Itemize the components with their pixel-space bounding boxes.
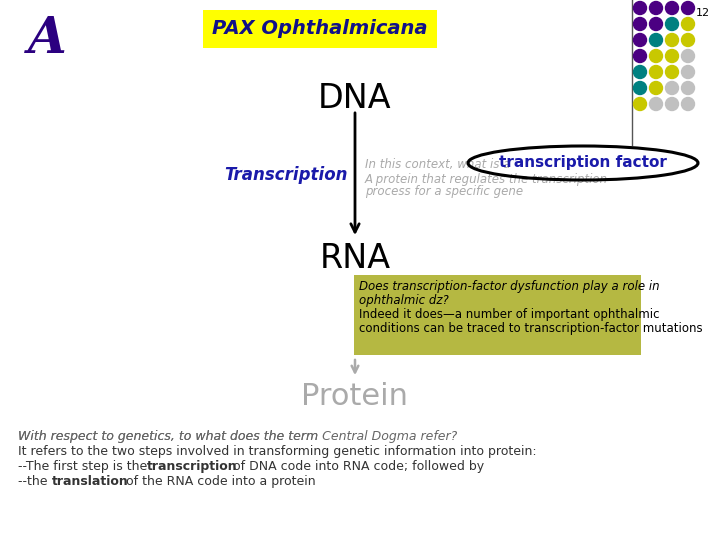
- Circle shape: [682, 33, 695, 46]
- Circle shape: [634, 50, 647, 63]
- Circle shape: [682, 98, 695, 111]
- Circle shape: [649, 65, 662, 78]
- Circle shape: [665, 17, 678, 30]
- Circle shape: [682, 17, 695, 30]
- Circle shape: [649, 33, 662, 46]
- Text: Protein: Protein: [302, 382, 408, 411]
- Circle shape: [682, 50, 695, 63]
- Circle shape: [665, 65, 678, 78]
- Circle shape: [682, 2, 695, 15]
- Circle shape: [634, 2, 647, 15]
- Text: process for a specific gene: process for a specific gene: [365, 185, 523, 198]
- Circle shape: [634, 82, 647, 94]
- Text: RNA: RNA: [320, 242, 390, 275]
- Text: 12: 12: [696, 8, 710, 18]
- Circle shape: [682, 65, 695, 78]
- Text: With respect to genetics, to what does the term: With respect to genetics, to what does t…: [18, 430, 322, 443]
- Text: --the: --the: [18, 475, 55, 488]
- Text: A protein that regulates the transcription: A protein that regulates the transcripti…: [365, 173, 608, 186]
- Circle shape: [649, 2, 662, 15]
- Circle shape: [665, 2, 678, 15]
- Text: of DNA code into RNA code; followed by: of DNA code into RNA code; followed by: [225, 460, 484, 473]
- FancyBboxPatch shape: [354, 275, 641, 355]
- Circle shape: [665, 82, 678, 94]
- Text: PAX Ophthalmicana: PAX Ophthalmicana: [212, 19, 428, 38]
- Circle shape: [649, 17, 662, 30]
- Text: It refers to the two steps involved in transforming genetic information into pro: It refers to the two steps involved in t…: [18, 445, 536, 458]
- Circle shape: [649, 82, 662, 94]
- Circle shape: [682, 82, 695, 94]
- Text: Does transcription-factor dysfunction play a role in: Does transcription-factor dysfunction pl…: [359, 280, 660, 293]
- Text: translation: translation: [52, 475, 129, 488]
- Circle shape: [649, 98, 662, 111]
- Text: Transcription: Transcription: [225, 166, 348, 184]
- Circle shape: [634, 33, 647, 46]
- Circle shape: [665, 50, 678, 63]
- FancyBboxPatch shape: [203, 10, 437, 48]
- Text: --The first step is the: --The first step is the: [18, 460, 156, 473]
- Text: A: A: [28, 15, 67, 64]
- Text: Indeed it does—a number of important ophthalmic: Indeed it does—a number of important oph…: [359, 308, 660, 321]
- Text: of the RNA code into a protein: of the RNA code into a protein: [118, 475, 315, 488]
- Text: DNA: DNA: [318, 82, 392, 115]
- Circle shape: [665, 98, 678, 111]
- Circle shape: [634, 65, 647, 78]
- Text: With respect to genetics, to what does the term Central Dogma refer?: With respect to genetics, to what does t…: [18, 430, 457, 443]
- Text: In this context, what is a: In this context, what is a: [365, 158, 510, 171]
- Circle shape: [634, 17, 647, 30]
- Text: transcription: transcription: [147, 460, 238, 473]
- Text: transcription factor: transcription factor: [499, 156, 667, 171]
- Circle shape: [665, 33, 678, 46]
- Text: conditions can be traced to transcription-factor mutations: conditions can be traced to transcriptio…: [359, 322, 703, 335]
- Circle shape: [649, 50, 662, 63]
- Text: ophthalmic dz?: ophthalmic dz?: [359, 294, 449, 307]
- Circle shape: [634, 98, 647, 111]
